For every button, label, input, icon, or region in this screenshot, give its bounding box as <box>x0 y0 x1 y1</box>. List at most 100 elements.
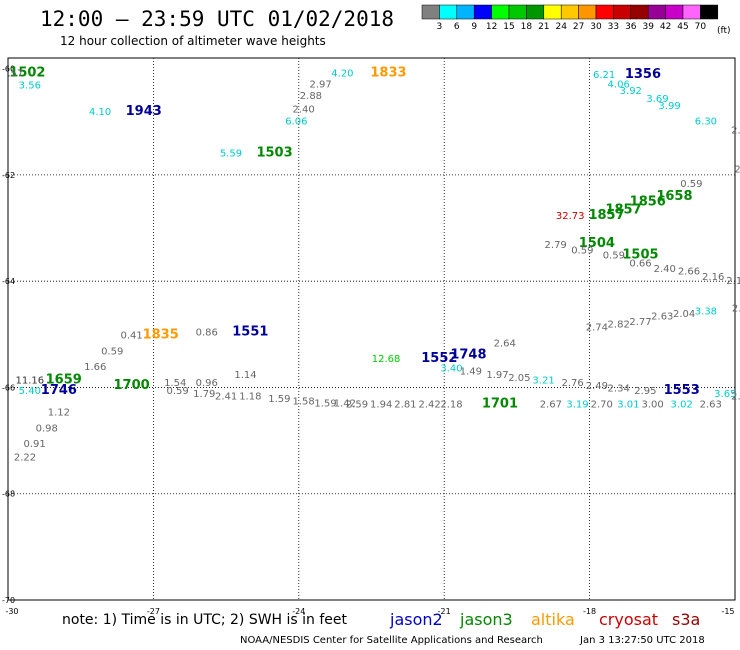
pass-time-label: 1356 <box>625 67 661 82</box>
wave-height-label: 2.16 <box>702 272 724 283</box>
wave-height-label: 2.22 <box>14 453 36 464</box>
pass-time-label: 1551 <box>232 325 268 340</box>
color-scale-tick: 24 <box>555 22 567 32</box>
color-swatch <box>508 4 527 20</box>
color-scale-legend: 3 6 9 12 15 18 21 24 27 30 33 36 39 42 45 70 <box>421 4 719 32</box>
wave-height-label: 2.18 <box>440 399 462 410</box>
wave-height-label: 2.63 <box>651 312 673 323</box>
wave-height-label: 3.21 <box>532 375 554 386</box>
color-scale-tick: 27 <box>573 22 584 32</box>
latitude-label: -66 <box>2 383 15 392</box>
color-scale-tick: 42 <box>660 22 671 32</box>
wave-height-label: 2.74 <box>586 322 608 333</box>
wave-height-label: 0.59 <box>680 179 702 190</box>
color-scale-tick: 3 <box>437 22 443 32</box>
wave-height-label: 3.02 <box>671 399 693 410</box>
pass-time-label: 1552 <box>421 351 457 366</box>
wave-height-label: 1.18 <box>239 391 261 402</box>
wave-height-label: 2.15 <box>726 276 740 287</box>
wave-height-label: 2.81 <box>394 399 416 410</box>
graticule <box>8 58 735 600</box>
color-scale-tick: 70 <box>695 22 707 32</box>
color-swatch <box>456 4 475 20</box>
wave-height-label: 2.6 <box>732 304 740 315</box>
wave-height-label: 4.06 <box>608 80 630 91</box>
wave-height-label: 3.19 <box>566 399 588 410</box>
pass-time-label: 1701 <box>482 396 518 411</box>
satellite-legend-item: s3a <box>672 610 700 629</box>
pass-time-label: 1856 <box>630 194 666 209</box>
pass-time-label: 1659 <box>46 372 82 387</box>
wave-height-label: 2.05 <box>508 373 530 384</box>
color-scale-tick: 39 <box>642 22 654 32</box>
wave-height-label: 0.98 <box>36 423 58 434</box>
latitude-label: -64 <box>2 277 15 286</box>
wave-height-label: 0.59 <box>101 346 123 357</box>
color-scale-tick: 18 <box>521 22 533 32</box>
wave-height-label: 6.21 <box>593 70 615 81</box>
wave-height-label: 3.40 <box>440 363 462 374</box>
pass-time-label: 1748 <box>450 348 486 363</box>
color-scale-unit: (ft) <box>717 26 731 36</box>
wave-height-label: 0.41 <box>120 330 142 341</box>
pass-time-label: 1502 <box>9 65 45 80</box>
wave-height-label: 3.01 <box>617 399 639 410</box>
pass-time-label: 1503 <box>256 146 292 161</box>
wave-height-label: 0.59 <box>167 386 189 397</box>
pass-time-label: 1658 <box>656 189 692 204</box>
longitude-label: -18 <box>583 607 596 616</box>
wave-height-label: .57 <box>7 68 23 79</box>
color-scale-tick: 33 <box>608 22 619 32</box>
wave-height-label: 1.97 <box>486 370 508 381</box>
color-swatch <box>560 4 579 20</box>
map-frame <box>7 57 736 601</box>
satellite-legend-item: cryosat <box>599 610 658 629</box>
color-scale-tick: 12 <box>486 22 497 32</box>
longitude-label: -15 <box>721 607 734 616</box>
wave-height-label: 2.49 <box>586 381 608 392</box>
wave-height-label: 32.73 <box>556 211 585 222</box>
observation-labels: 1502.57 3.56 4.10 1943 4.20 1833 2.972.88 2.40 6… <box>7 65 740 463</box>
wave-height-label: 1.58 <box>293 397 315 408</box>
latitude-label: -62 <box>2 171 15 180</box>
pass-time-label: 1504 <box>579 236 615 251</box>
color-scale-tick: 21 <box>538 22 549 32</box>
page-title: 12:00 – 23:59 UTC 01/02/2018 <box>40 7 394 31</box>
latitude-label: -60 <box>2 65 15 74</box>
color-swatch <box>613 4 632 20</box>
color-scale-tick: 15 <box>503 22 514 32</box>
color-scale-tick: 6 <box>454 22 460 32</box>
credit-line: NOAA/NESDIS Center for Satellite Applica… <box>240 635 543 646</box>
wave-height-label: 3.00 <box>641 399 663 410</box>
wave-height-label: 1.79 <box>193 389 215 400</box>
pass-time-label: 1746 <box>41 383 77 398</box>
wave-height-label: 2.63 <box>700 399 722 410</box>
wave-height-label: 2.04 <box>673 309 695 320</box>
color-scale-tick: 9 <box>471 22 477 32</box>
generated-timestamp: Jan 3 13:27:50 UTC 2018 <box>579 635 705 646</box>
longitude-label: -24 <box>292 607 305 616</box>
pass-time-label: 1857 <box>605 202 641 217</box>
color-swatch <box>647 4 666 20</box>
color-scale-tick: 36 <box>625 22 637 32</box>
pass-time-label: 1857 <box>588 208 624 223</box>
longitude-label: -27 <box>147 607 160 616</box>
wave-height-label: 2.42 <box>419 399 441 410</box>
wave-height-label: 2.34 <box>608 383 630 394</box>
satellite-legend: jason2 jason3 altika cryosat s3a <box>389 610 700 629</box>
wave-height-label: 2.59 <box>346 399 368 410</box>
wave-height-label: 11.16 <box>15 375 44 386</box>
wave-height-label: 2.64 <box>494 338 516 349</box>
satellite-legend-item: jason2 <box>389 610 443 629</box>
satellite-legend-item: jason3 <box>459 610 513 629</box>
wave-height-label: 4.20 <box>331 68 353 79</box>
color-swatch <box>700 4 719 20</box>
wave-height-label: 0.66 <box>629 259 651 270</box>
color-scale-tick: 30 <box>590 22 602 32</box>
wave-height-label: 6.30 <box>695 117 717 128</box>
wave-height-label: 2.88 <box>300 91 322 102</box>
wave-height-label: 2.40 <box>654 264 676 275</box>
color-swatch <box>578 4 597 20</box>
wave-height-label: 0.59 <box>571 245 593 256</box>
wave-height-label: 2.82 <box>608 320 630 331</box>
